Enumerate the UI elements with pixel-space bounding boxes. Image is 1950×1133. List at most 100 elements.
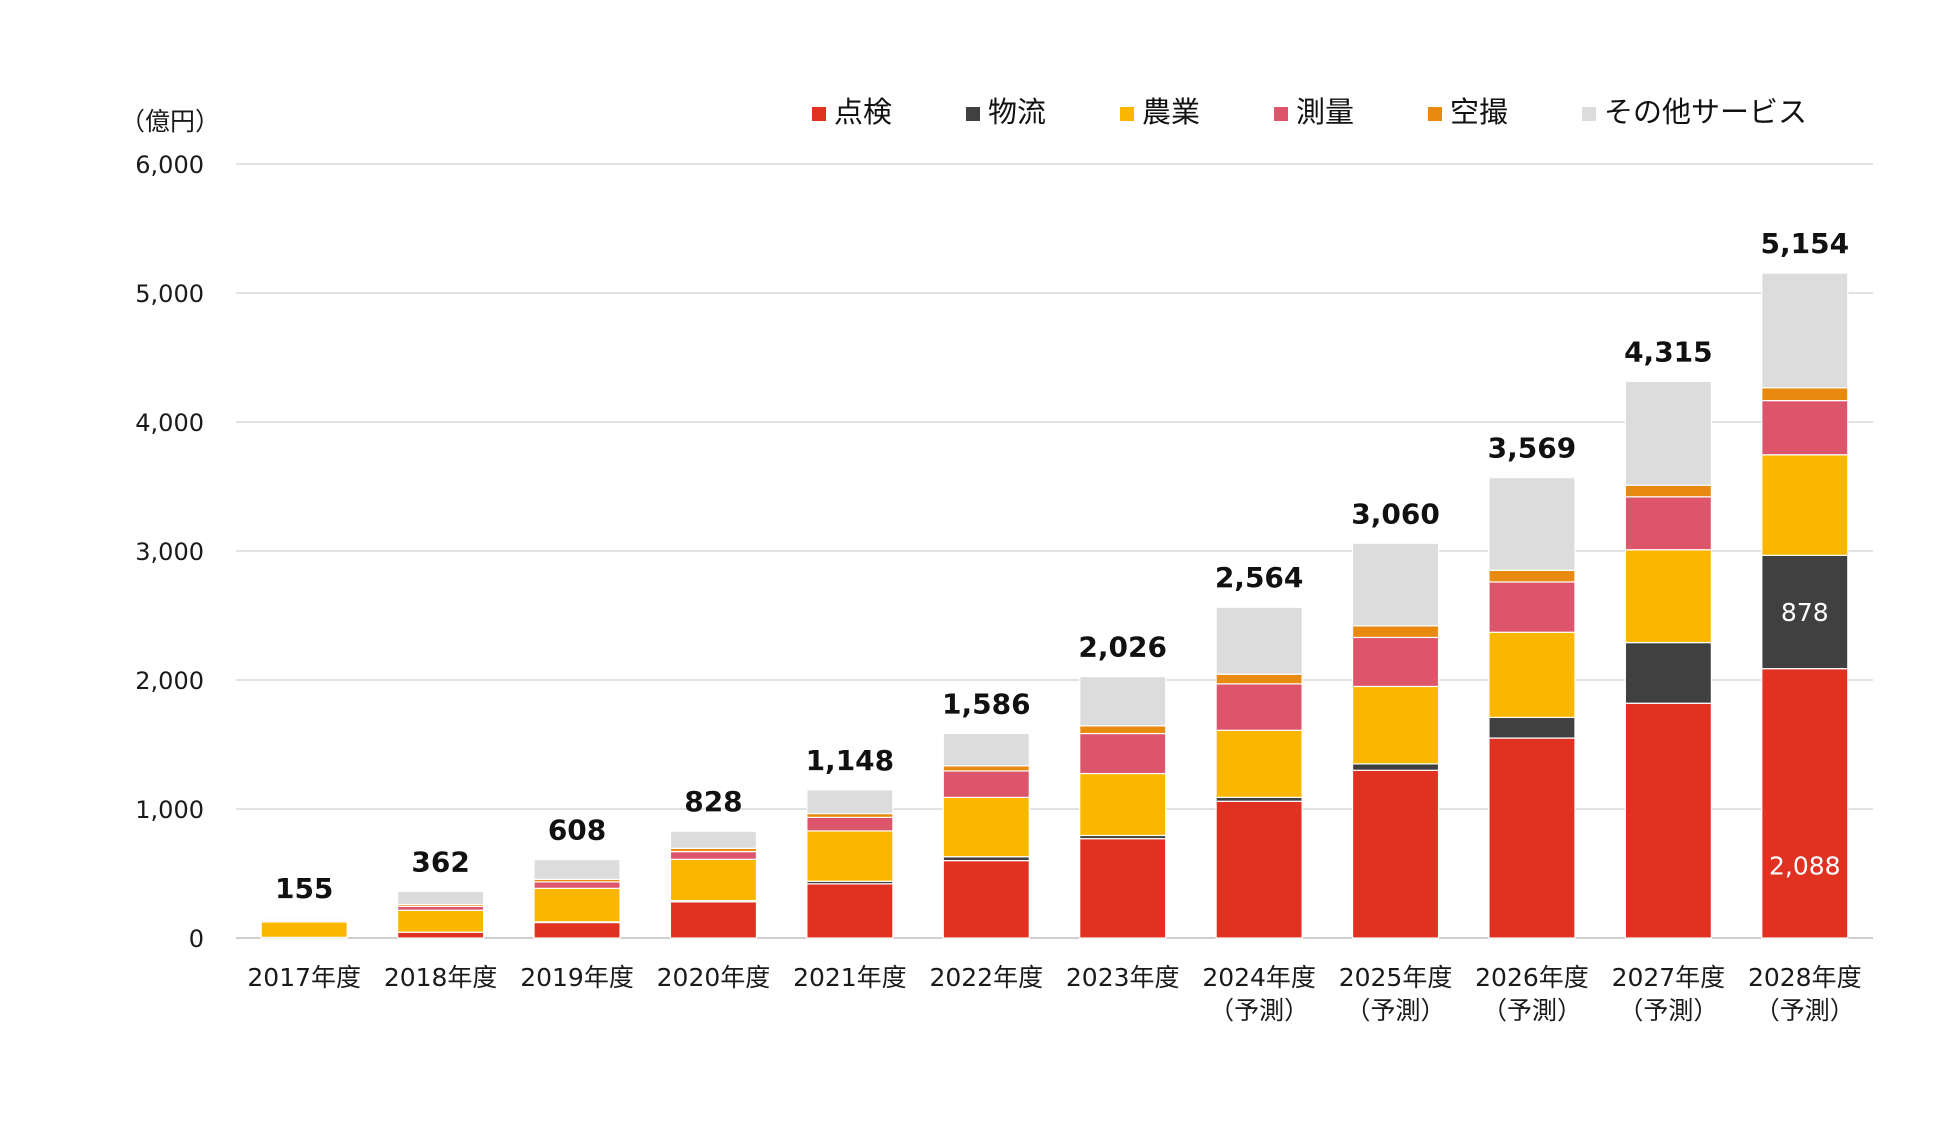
bar-segment bbox=[1351, 625, 1440, 639]
bar-segment bbox=[1351, 763, 1440, 771]
bar-segment bbox=[1761, 399, 1849, 456]
bar-segment bbox=[1761, 554, 1849, 670]
bar-segment bbox=[397, 931, 485, 939]
bar-segment bbox=[260, 921, 348, 938]
legend-label: 物流 bbox=[988, 95, 1046, 129]
x-category-label: （予測） bbox=[1209, 996, 1309, 1025]
legend-label: 測量 bbox=[1296, 95, 1354, 129]
legend-swatch bbox=[966, 107, 980, 121]
bar-segment bbox=[1488, 737, 1576, 939]
bar-segment bbox=[533, 887, 621, 923]
bar-segment bbox=[260, 917, 348, 920]
bar-segment bbox=[1351, 685, 1440, 765]
legend-label: 点検 bbox=[834, 95, 892, 129]
bar-segment bbox=[533, 881, 621, 889]
bar-segment bbox=[1079, 676, 1167, 727]
bar-segment bbox=[1624, 702, 1712, 939]
y-tick-label: 4,000 bbox=[135, 409, 204, 437]
bar-segment bbox=[1215, 800, 1303, 939]
bar-segment bbox=[397, 890, 485, 906]
bar-segment bbox=[1351, 769, 1440, 939]
bar-segment bbox=[1079, 772, 1167, 837]
bar-total-label: 608 bbox=[548, 814, 606, 847]
bar-segment bbox=[1079, 838, 1167, 939]
y-tick-label: 2,000 bbox=[135, 667, 204, 695]
bar-segment bbox=[942, 796, 1030, 858]
x-category-label: 2026年度 bbox=[1475, 963, 1589, 992]
x-category-label: （予測） bbox=[1346, 996, 1446, 1025]
bar-segment bbox=[397, 909, 485, 933]
bar-segment bbox=[806, 830, 894, 882]
x-category-label: （予測） bbox=[1755, 996, 1855, 1025]
bar-segment bbox=[1351, 542, 1440, 627]
x-category-label: 2024年度 bbox=[1202, 963, 1316, 992]
y-tick-label: 6,000 bbox=[135, 151, 204, 179]
x-category-label: 2023年度 bbox=[1066, 963, 1180, 992]
bar-segment bbox=[1488, 581, 1576, 633]
bar-total-label: 3,569 bbox=[1488, 432, 1577, 465]
bar-total-label: 4,315 bbox=[1624, 335, 1713, 368]
legend-swatch bbox=[1582, 107, 1596, 121]
bar-segment bbox=[1488, 716, 1576, 739]
bar-segment bbox=[533, 921, 621, 939]
bar-segment bbox=[1488, 631, 1576, 719]
legend-label: その他サービス bbox=[1604, 95, 1807, 129]
y-unit-label: （億円） bbox=[120, 107, 220, 136]
legend-swatch bbox=[812, 107, 826, 121]
bar-total-label: 1,586 bbox=[942, 687, 1031, 720]
bar-segment bbox=[533, 858, 621, 880]
y-tick-label: 0 bbox=[189, 925, 204, 953]
bar-segment bbox=[1624, 380, 1712, 486]
bar-segment bbox=[1624, 641, 1712, 704]
legend-swatch bbox=[1274, 107, 1288, 121]
bar-segment bbox=[1488, 476, 1576, 571]
bar-total-label: 1,148 bbox=[806, 744, 895, 777]
bar-total-label: 2,026 bbox=[1078, 631, 1167, 664]
x-category-label: 2028年度 bbox=[1748, 963, 1862, 992]
bar-segment bbox=[1761, 454, 1849, 556]
bar-segment bbox=[1761, 668, 1849, 939]
bar-total-label: 362 bbox=[411, 845, 469, 878]
y-tick-label: 1,000 bbox=[135, 796, 204, 824]
x-category-label: （予測） bbox=[1618, 996, 1718, 1025]
bar-total-label: 155 bbox=[275, 872, 333, 905]
legend-label: 空撮 bbox=[1450, 95, 1508, 129]
y-tick-label: 5,000 bbox=[135, 280, 204, 308]
bar-segment bbox=[1624, 549, 1712, 644]
x-category-label: 2017年度 bbox=[247, 963, 361, 992]
bar-segment bbox=[942, 770, 1030, 798]
bar-segment bbox=[1624, 496, 1712, 551]
bar-segment bbox=[1624, 484, 1712, 498]
bar-segment bbox=[1079, 732, 1167, 775]
x-category-label: （予測） bbox=[1482, 996, 1582, 1025]
bar-segment bbox=[806, 816, 894, 832]
bar-total-label: 828 bbox=[684, 785, 742, 818]
x-category-label: 2018年度 bbox=[384, 963, 498, 992]
bar-segment bbox=[669, 858, 758, 902]
bar-segment bbox=[1761, 387, 1849, 402]
x-category-label: 2019年度 bbox=[520, 963, 634, 992]
bar-segment bbox=[942, 765, 1030, 772]
bar-segment bbox=[1761, 272, 1849, 389]
x-category-label: 2022年度 bbox=[929, 963, 1043, 992]
bar-segment bbox=[669, 850, 758, 860]
x-category-label: 2025年度 bbox=[1339, 963, 1453, 992]
x-category-label: 2020年度 bbox=[657, 963, 771, 992]
x-category-label: 2027年度 bbox=[1612, 963, 1726, 992]
bar-segment bbox=[806, 883, 894, 939]
bar-segment bbox=[669, 830, 758, 849]
bar-total-label: 2,564 bbox=[1215, 561, 1304, 594]
x-category-label: 2021年度 bbox=[793, 963, 907, 992]
bar-segment bbox=[1079, 725, 1167, 735]
bar-segment bbox=[1215, 606, 1303, 675]
bar-segment bbox=[942, 859, 1030, 939]
bar-segment bbox=[1215, 683, 1303, 731]
bar-total-label: 5,154 bbox=[1761, 227, 1850, 260]
bar-total-label: 3,060 bbox=[1351, 497, 1440, 530]
legend-label: 農業 bbox=[1142, 95, 1200, 129]
bar-segment bbox=[1488, 569, 1576, 583]
bar-segment bbox=[669, 901, 758, 939]
y-tick-label: 3,000 bbox=[135, 538, 204, 566]
legend-swatch bbox=[1120, 107, 1134, 121]
